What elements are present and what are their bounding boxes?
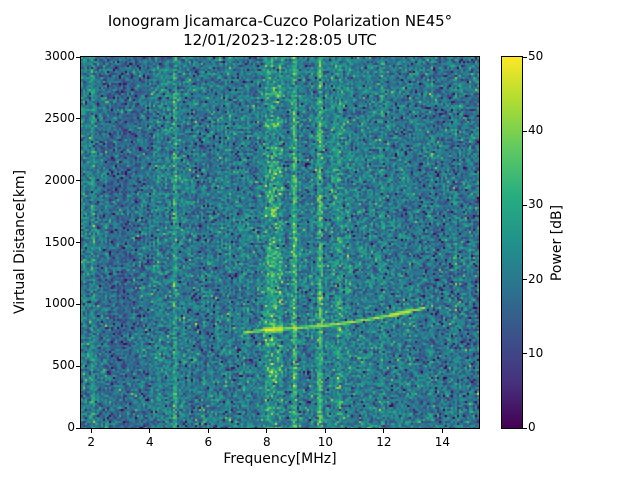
y-tick-label: 2000: [44, 172, 75, 187]
x-tick: [90, 429, 92, 433]
y-tick: [76, 56, 80, 58]
colorbar-tick-label: 20: [528, 271, 544, 286]
y-tick: [76, 365, 80, 367]
x-tick-label: 12: [376, 435, 392, 449]
colorbar-tick-label: 0: [528, 420, 536, 434]
plot-frame: [80, 56, 480, 429]
x-tick: [383, 429, 385, 433]
y-tick-label: 1500: [44, 234, 75, 249]
y-tick: [76, 180, 80, 182]
y-tick-label: 2500: [44, 110, 75, 125]
y-tick-label: 0: [67, 420, 75, 434]
x-tick: [207, 429, 209, 433]
x-tick: [266, 429, 268, 433]
y-tick: [76, 118, 80, 120]
colorbar-tick: [523, 130, 527, 132]
chart-subtitle: 12/01/2023-12:28:05 UTC: [183, 31, 377, 49]
x-tick-label: 2: [87, 435, 96, 449]
colorbar-tick-label: 50: [528, 49, 544, 63]
y-tick-label: 1000: [44, 296, 75, 311]
colorbar-tick: [523, 279, 527, 281]
x-tick-label: 6: [204, 435, 213, 449]
x-tick-label: 4: [145, 435, 154, 449]
y-tick: [76, 427, 80, 429]
y-tick: [76, 242, 80, 243]
colorbar-tick-label: 30: [528, 197, 544, 212]
chart-title: Ionogram Jicamarca-Cuzco Polarization NE…: [107, 12, 453, 30]
x-tick-label: 14: [434, 435, 451, 449]
colorbar-label: Power [dB]: [549, 204, 565, 282]
y-tick-label: 500: [52, 358, 75, 373]
x-tick: [324, 429, 326, 433]
x-tick: [149, 429, 151, 433]
x-tick: [441, 429, 443, 433]
colorbar-frame: [501, 56, 523, 429]
colorbar-gradient: [502, 57, 522, 428]
colorbar-tick: [523, 56, 527, 58]
y-tick-label: 3000: [44, 49, 75, 63]
ionogram-heatmap: [81, 57, 479, 428]
x-tick-label: 10: [317, 435, 333, 449]
y-tick: [76, 303, 80, 305]
colorbar-tick: [523, 427, 527, 429]
colorbar-tick-label: 10: [528, 345, 544, 360]
colorbar-tick: [523, 204, 527, 206]
colorbar-tick: [523, 353, 527, 355]
x-axis-label: Frequency[MHz]: [223, 451, 337, 467]
colorbar-tick-label: 40: [528, 123, 544, 138]
x-tick-label: 8: [263, 435, 271, 449]
